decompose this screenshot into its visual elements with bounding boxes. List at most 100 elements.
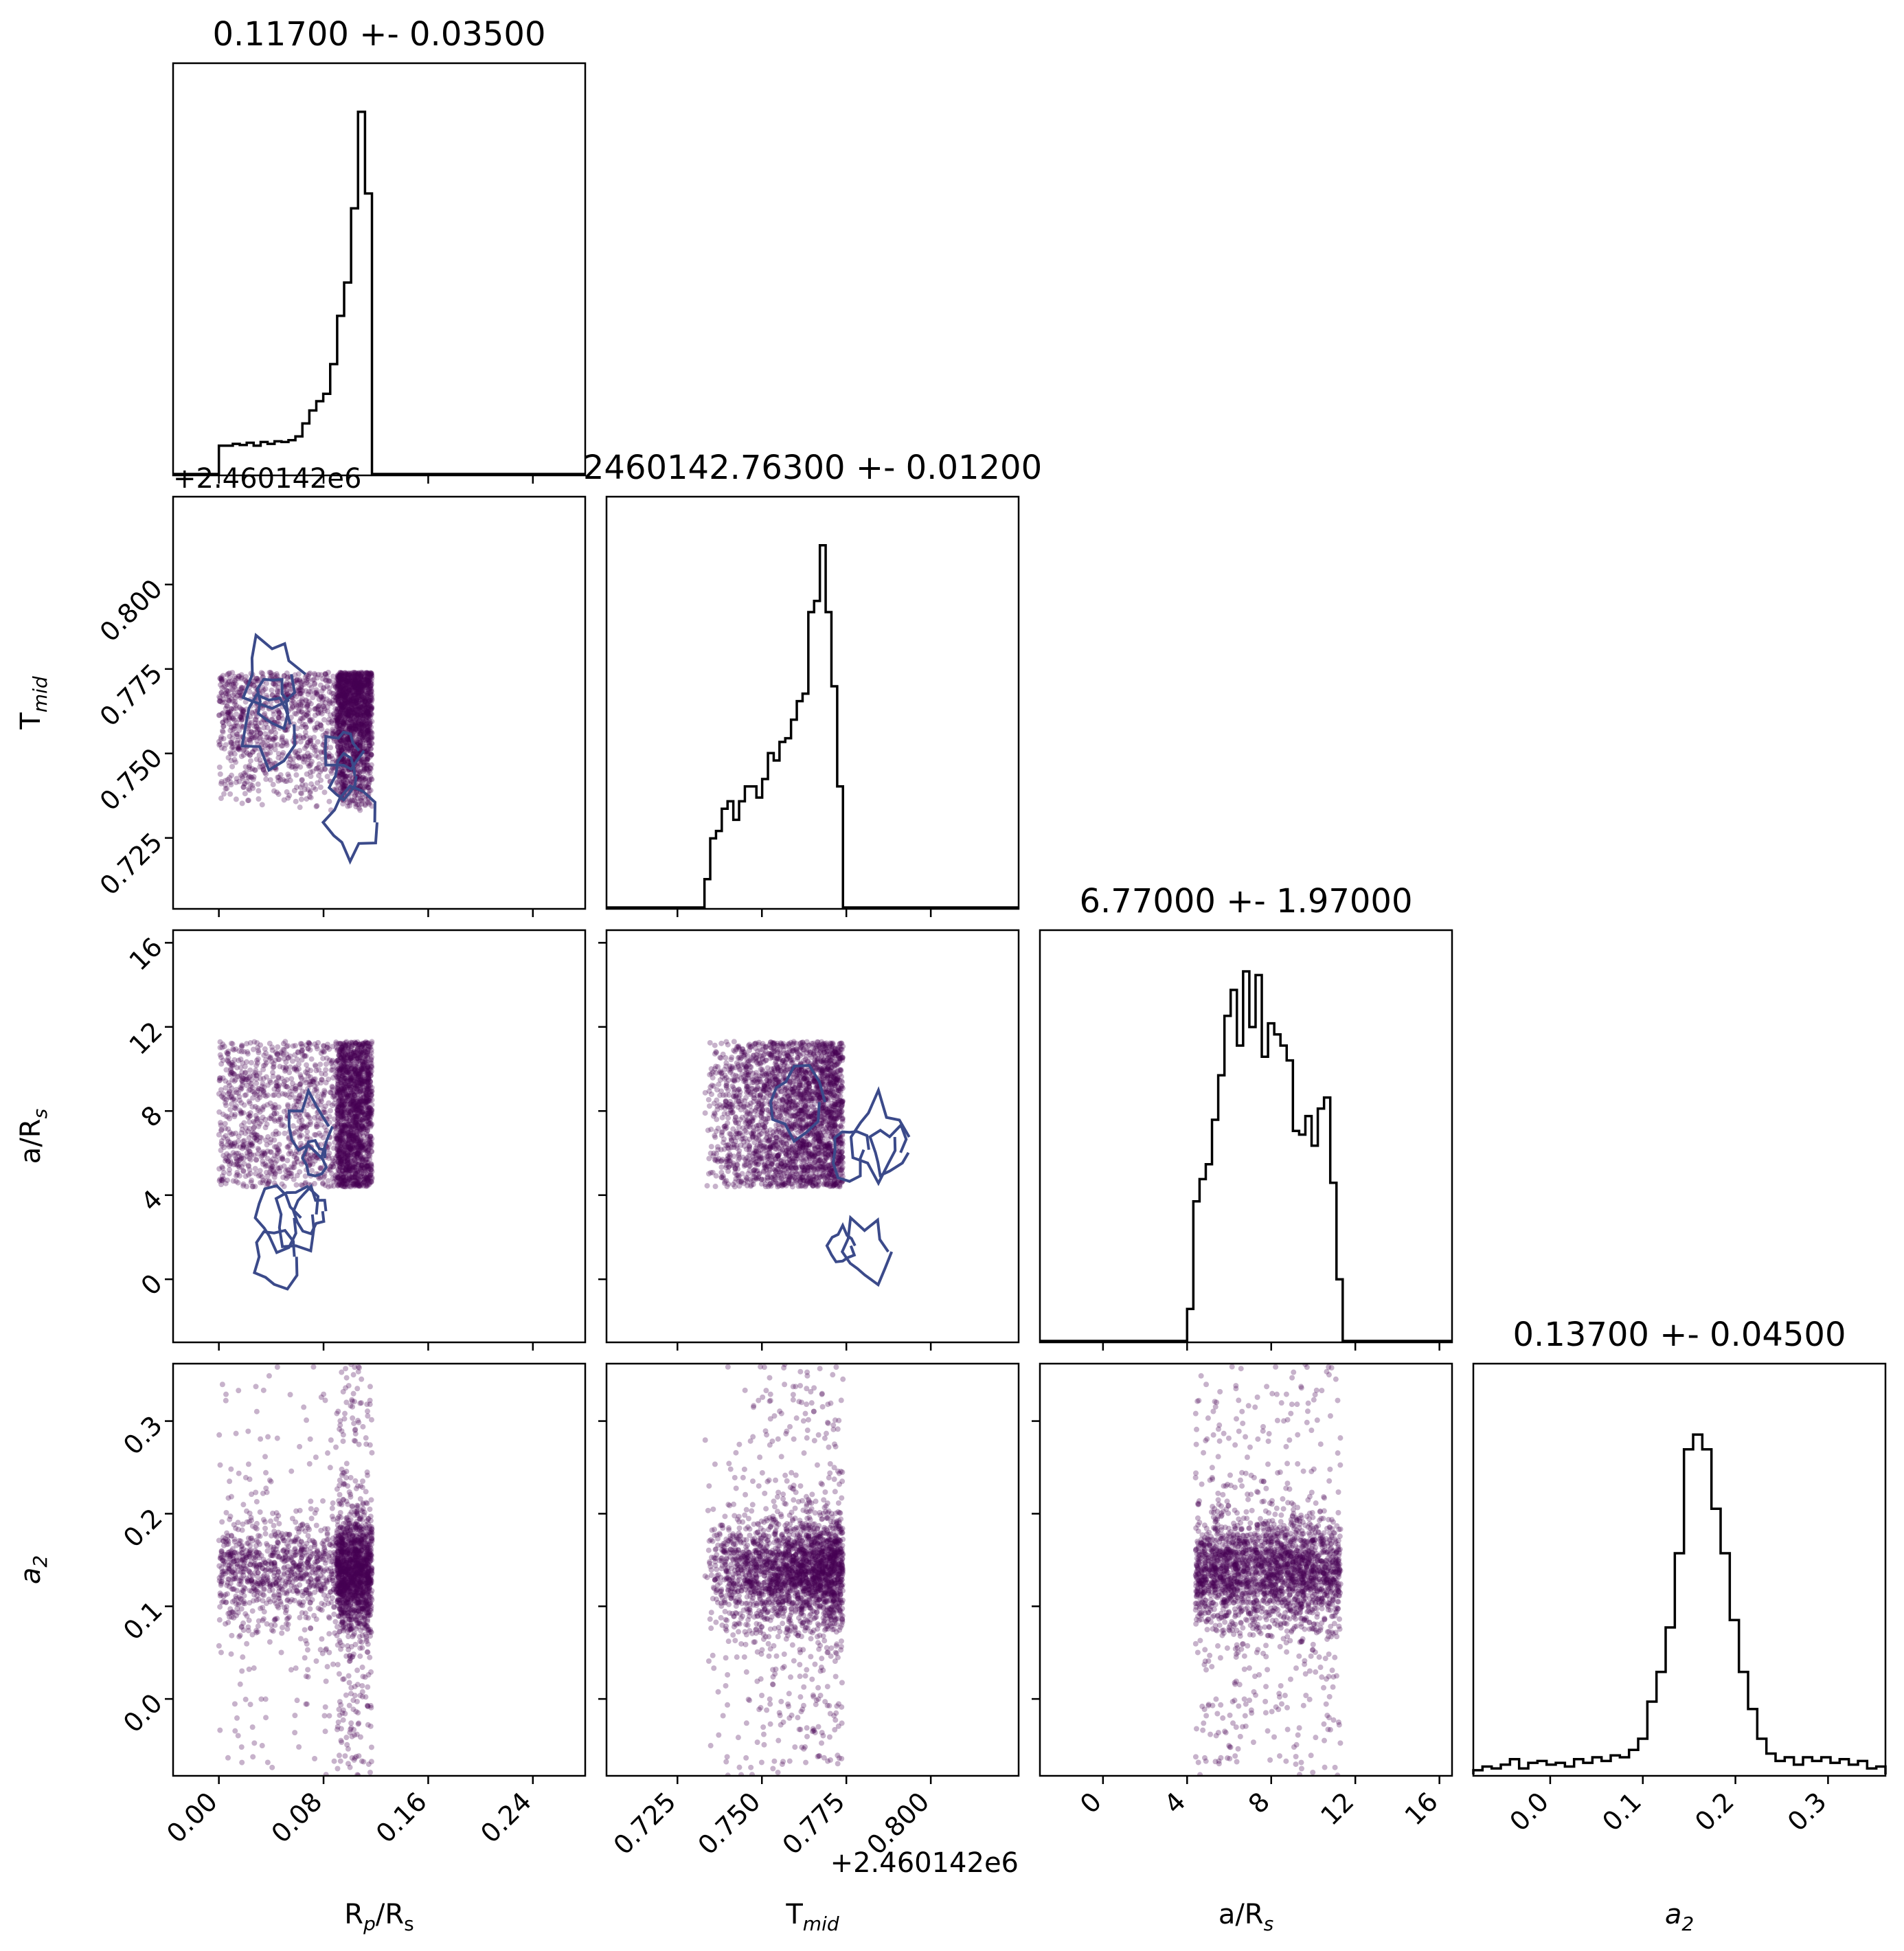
scatter-point [352, 1144, 358, 1151]
scatter-point [275, 1131, 282, 1137]
scatter-point [338, 1111, 344, 1117]
scatter-point [337, 675, 343, 681]
scatter-point [328, 1067, 335, 1073]
scatter-point [303, 1042, 309, 1048]
scatter-point [337, 706, 343, 712]
scatter-point [240, 1138, 247, 1144]
scatter-point [346, 1105, 352, 1112]
scatter-point [249, 782, 256, 789]
scatter-point [348, 745, 354, 752]
scatter-point [343, 1165, 349, 1171]
scatter-point [234, 1156, 240, 1162]
scatter-point [352, 1166, 359, 1173]
scatter-point [348, 1074, 354, 1081]
hist-panel-tmid: 2460142.76300 +- 0.01200 [583, 449, 1042, 917]
scatter-point [345, 701, 352, 707]
scatter-point [237, 692, 243, 699]
scatter-point [314, 1044, 320, 1050]
scatter-point [328, 1090, 334, 1096]
scatter-point [338, 1080, 344, 1086]
scatter-point [369, 1088, 375, 1094]
scatter-point [365, 1068, 371, 1074]
scatter-point [239, 1043, 245, 1049]
scatter-point [354, 678, 360, 684]
scatter-point [266, 1179, 272, 1185]
scatter-point [356, 1080, 362, 1086]
scatter-point [335, 699, 341, 705]
scatter-point [309, 744, 315, 750]
scatter-point [363, 1059, 370, 1065]
scatter-point [346, 672, 352, 678]
scatter-point [369, 741, 375, 747]
scatter-point [269, 1163, 275, 1169]
scatter-point [288, 764, 295, 770]
scatter-point [359, 1044, 365, 1050]
scatter-point [251, 1124, 258, 1130]
scatter-point [302, 1181, 308, 1187]
scatter-point [341, 1183, 347, 1189]
scatter-point [339, 683, 345, 689]
scatter-point [349, 1133, 355, 1139]
scatter-point [359, 725, 365, 731]
scatter-point [368, 695, 374, 701]
scatter-point [348, 1062, 354, 1068]
scatter-point [353, 1114, 359, 1120]
scatter-point [336, 748, 342, 754]
scatter-point [345, 1158, 351, 1164]
scatter-point [247, 737, 253, 743]
scatter-point [260, 767, 267, 773]
scatter-point [290, 1123, 296, 1129]
scatter-point [253, 1092, 260, 1098]
scatter-point [365, 725, 371, 731]
scatter-point [352, 677, 359, 684]
scatter-point [239, 1074, 245, 1081]
scatter-point [276, 680, 282, 686]
scatter-point [353, 1061, 359, 1068]
scatter-point [365, 714, 371, 721]
scatter-point [353, 703, 359, 710]
scatter-point [368, 1068, 374, 1074]
scatter-point [363, 697, 370, 703]
scatter-point [350, 679, 356, 686]
scatter-point [349, 1154, 355, 1160]
scatter-point [355, 728, 361, 734]
scatter-point [305, 1114, 311, 1120]
scatter-point [338, 1086, 344, 1092]
scatter-point [335, 689, 341, 695]
scatter-point [347, 1104, 353, 1110]
scatter-point [352, 1105, 359, 1112]
scatter-point [351, 1067, 357, 1073]
scatter-point [337, 701, 343, 708]
scatter-point [348, 727, 354, 733]
scatter-point [363, 708, 370, 714]
scatter-point [347, 698, 353, 704]
scatter-point [356, 1158, 363, 1164]
scatter-point [241, 781, 247, 787]
scatter-point [336, 677, 342, 684]
scatter-point [257, 1094, 263, 1101]
scatter-point [293, 1083, 299, 1089]
scatter-point [362, 1098, 368, 1104]
scatter-point [345, 1140, 352, 1147]
scatter-point [245, 1111, 251, 1117]
scatter-point [365, 1071, 372, 1077]
scatter-point [284, 691, 290, 697]
scatter-point [358, 1087, 364, 1094]
scatter-point [269, 1047, 275, 1053]
scatter-point [339, 675, 345, 681]
scatter-point [352, 682, 359, 688]
scatter-point [354, 1144, 360, 1151]
scatter-point [230, 715, 236, 721]
scatter-point [335, 1089, 341, 1095]
scatter-point [225, 1055, 231, 1061]
scatter-point [262, 1046, 268, 1052]
scatter-point [359, 724, 365, 730]
scatter-point [367, 745, 374, 752]
scatter-point [365, 1171, 372, 1177]
scatter-point [319, 1076, 325, 1083]
scatter-point [359, 670, 365, 676]
scatter-point [350, 690, 356, 697]
scatter-point [365, 1096, 372, 1102]
scatter-point [242, 791, 248, 797]
scatter-point [340, 1068, 346, 1074]
